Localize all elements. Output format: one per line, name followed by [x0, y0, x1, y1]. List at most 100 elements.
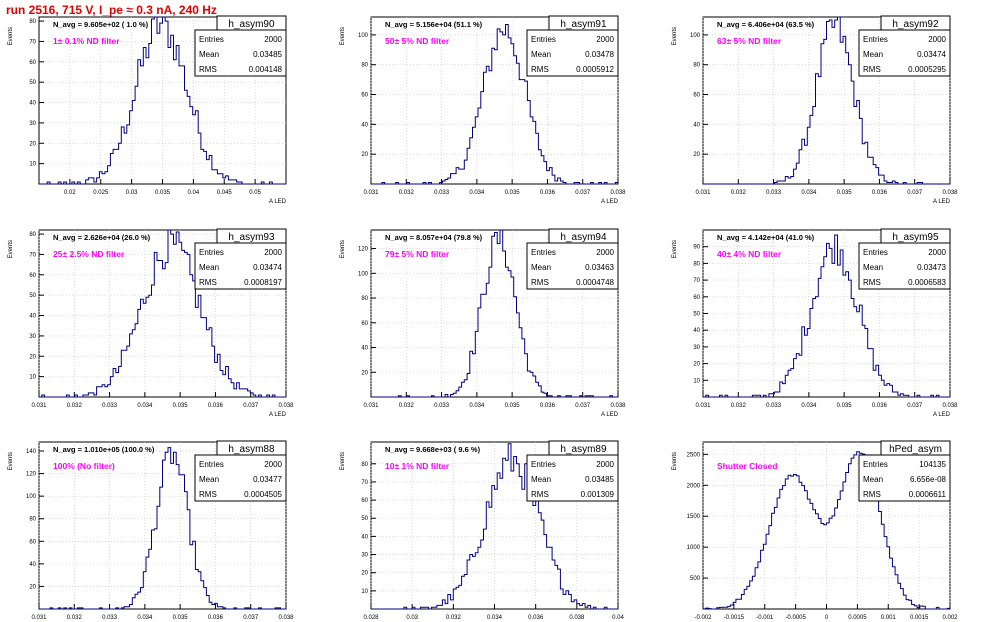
stats-key: Entries: [531, 248, 556, 257]
y-tick-label: 70: [361, 480, 368, 486]
stats-value: 2000: [264, 248, 282, 257]
x-tick-label: 0.032: [67, 403, 83, 409]
stats-box: [526, 29, 619, 77]
x-tick-label: 0.038: [569, 615, 585, 621]
x-tick-label: 0.035: [505, 190, 521, 196]
stats-value: 2000: [596, 460, 614, 469]
y-tick-label: 100: [358, 33, 369, 39]
y-tick-label: 60: [29, 273, 36, 279]
y-tick-label: 80: [361, 462, 368, 468]
stats-key: RMS: [199, 278, 217, 287]
y-tick-label: 140: [26, 449, 37, 455]
stats-value: 2000: [596, 248, 614, 257]
y-tick-label: 20: [29, 354, 36, 360]
stats-key: Entries: [199, 460, 224, 469]
y-tick-label: 1000: [687, 545, 701, 551]
y-tick-label: 30: [693, 345, 700, 351]
stats-box: [194, 29, 287, 77]
stats-value: 2000: [928, 35, 946, 44]
x-tick-label: 0.035: [155, 190, 171, 196]
y-tick-label: 2500: [687, 452, 701, 458]
x-tick-label: 0.037: [243, 403, 259, 409]
y-tick-label: 60: [29, 539, 36, 545]
stats-key: RMS: [531, 278, 549, 287]
stats-value: 0.03474: [917, 50, 946, 59]
stats-key: Mean: [863, 263, 883, 272]
filter-label: 1± 0.1% ND filter: [53, 36, 120, 46]
x-tick-label: 0.034: [469, 403, 485, 409]
y-tick-label: 80: [693, 63, 700, 69]
y-axis-title: Events: [340, 240, 346, 258]
stats-key: Mean: [199, 50, 219, 59]
y-tick-label: 40: [29, 101, 36, 107]
y-tick-label: 80: [361, 63, 368, 69]
stats-title: h_asym88: [228, 444, 275, 455]
x-tick-label: 0.036: [540, 190, 556, 196]
x-axis-title: A LED: [601, 199, 619, 205]
x-tick-label: 0.036: [872, 190, 888, 196]
stats-value: 2000: [928, 248, 946, 257]
stats-key: RMS: [531, 490, 549, 499]
x-tick-label: 0.036: [208, 615, 224, 621]
stats-value: 0.03485: [585, 475, 614, 484]
filter-label: Shutter Closed: [717, 461, 777, 471]
x-tick-label: 0.037: [907, 403, 923, 409]
x-tick-label: 0.033: [766, 403, 782, 409]
x-tick-label: 0.03: [126, 190, 138, 196]
n-avg-label: N_avg = 6.406e+04 (63.5 %): [717, 20, 815, 29]
x-tick-label: 0.04: [612, 615, 624, 621]
y-axis-title: Events: [340, 452, 346, 470]
stats-title: hPed_asym: [889, 444, 942, 455]
stats-key: Mean: [531, 475, 551, 484]
stats-value: 0.03473: [917, 263, 946, 272]
stats-key: Mean: [531, 50, 551, 59]
x-tick-label: 0.0015: [910, 615, 929, 621]
stats-value: 6.656e-08: [910, 475, 947, 484]
y-tick-label: 60: [693, 295, 700, 301]
x-tick-label: 0.04: [188, 190, 200, 196]
n-avg-label: N_avg = 8.057e+04 (79.8 %): [385, 233, 483, 242]
y-tick-label: 80: [693, 261, 700, 267]
x-tick-label: -0.002: [694, 615, 712, 621]
x-tick-label: 0.035: [837, 190, 853, 196]
page-title: run 2516, 715 V, I_pe ≈ 0.3 nA, 240 Hz: [6, 3, 217, 17]
y-tick-label: 40: [361, 534, 368, 540]
stats-key: RMS: [863, 490, 881, 499]
x-tick-label: 0.038: [942, 190, 958, 196]
histogram-line: [703, 451, 950, 610]
y-tick-label: 20: [361, 152, 368, 158]
stats-box: [526, 454, 619, 502]
filter-label: 40± 4% ND filter: [717, 249, 782, 259]
stats-box: [194, 242, 287, 290]
x-tick-label: 0.03: [406, 615, 418, 621]
y-tick-label: 60: [361, 498, 368, 504]
y-tick-label: 10: [29, 375, 36, 381]
stats-key: Entries: [863, 460, 888, 469]
n-avg-label: N_avg = 9.668e+03 ( 9.6 %): [385, 445, 481, 454]
y-tick-label: 120: [26, 472, 37, 478]
x-axis-title: A LED: [269, 199, 287, 205]
histogram-panel-h_asym91: 0.031 0.032 0.033 0.034 0.035 0.036 0.037 0.038…: [340, 15, 626, 205]
stats-key: RMS: [531, 65, 549, 74]
stats-key: Entries: [531, 460, 556, 469]
histogram-panel-h_asym92: 0.031 0.032 0.033 0.034 0.035 0.036 0.037 0.038…: [672, 15, 958, 205]
stats-key: Entries: [199, 248, 224, 257]
y-tick-label: 60: [29, 60, 36, 66]
stats-value: 0.001309: [581, 490, 615, 499]
x-tick-label: 0.033: [766, 190, 782, 196]
filter-label: 25± 2.5% ND filter: [53, 249, 125, 259]
stats-value: 104135: [919, 460, 946, 469]
stats-key: Entries: [863, 35, 888, 44]
x-tick-label: -0.001: [756, 615, 774, 621]
stats-value: 0.03463: [585, 263, 614, 272]
stats-key: Mean: [863, 50, 883, 59]
x-tick-label: 0.038: [942, 403, 958, 409]
y-tick-label: 50: [361, 516, 368, 522]
filter-label: 50± 5% ND filter: [385, 36, 450, 46]
x-axis-title: A LED: [933, 412, 951, 418]
x-tick-label: 0.031: [363, 403, 379, 409]
x-tick-label: 0.034: [137, 403, 153, 409]
stats-key: RMS: [863, 278, 881, 287]
y-tick-label: 10: [361, 589, 368, 595]
x-tick-label: 0.035: [505, 403, 521, 409]
